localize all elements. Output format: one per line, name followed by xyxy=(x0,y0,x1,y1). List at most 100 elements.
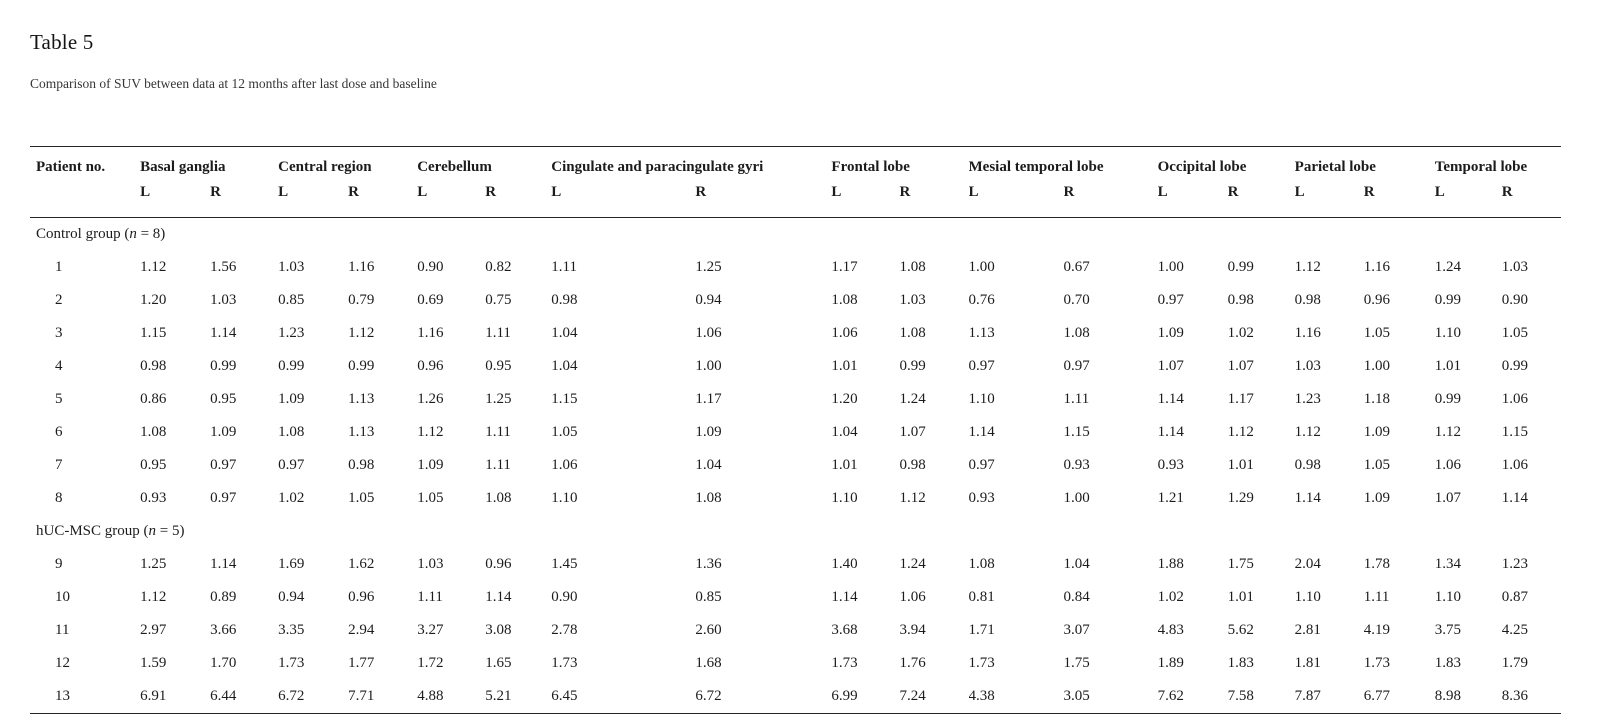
suv-value-cell: 1.11 xyxy=(485,325,511,341)
suv-value-cell: 3.68 xyxy=(831,622,858,638)
suv-value-cell: 6.45 xyxy=(551,688,578,704)
suv-value-cell: 1.10 xyxy=(1434,589,1461,605)
suv-value-cell: 1.21 xyxy=(1157,490,1184,506)
side-subheader: R xyxy=(210,184,221,200)
suv-value-cell: 0.99 xyxy=(210,358,237,374)
suv-value-cell: 1.12 xyxy=(1294,424,1321,440)
suv-value-cell: 1.40 xyxy=(831,556,858,572)
suv-value-cell: 5.21 xyxy=(485,688,512,704)
suv-value-cell: 1.04 xyxy=(695,457,722,473)
patient-number-cell: 10 xyxy=(55,589,70,605)
suv-value-cell: 1.18 xyxy=(1363,391,1390,407)
suv-value-cell: 1.08 xyxy=(899,325,926,341)
suv-value-cell: 0.97 xyxy=(968,457,995,473)
suv-value-cell: 1.06 xyxy=(1434,457,1461,473)
suv-value-cell: 1.73 xyxy=(551,655,578,671)
suv-value-cell: 1.10 xyxy=(1294,589,1321,605)
suv-value-cell: 1.09 xyxy=(210,424,237,440)
suv-value-cell: 1.01 xyxy=(831,457,858,473)
group-label-prefix: Control group ( xyxy=(36,226,130,242)
suv-value-cell: 0.98 xyxy=(1294,292,1321,308)
suv-value-cell: 1.12 xyxy=(1294,259,1321,275)
suv-value-cell: 3.35 xyxy=(278,622,305,638)
suv-value-cell: 2.81 xyxy=(1294,622,1321,638)
suv-value-cell: 1.89 xyxy=(1157,655,1184,671)
suv-value-cell: 1.09 xyxy=(278,391,305,407)
suv-value-cell: 1.07 xyxy=(899,424,926,440)
suv-value-cell: 1.05 xyxy=(348,490,375,506)
suv-value-cell: 2.97 xyxy=(140,622,167,638)
patient-row: 4 0.98 0.99 0.99 0.99 0.96 0.95 1.04 1.00 1.01 0.9… xyxy=(30,350,1561,383)
suv-value-cell: 1.15 xyxy=(140,325,167,341)
suv-value-cell: 1.01 xyxy=(831,358,858,374)
suv-value-cell: 1.07 xyxy=(1434,490,1461,506)
suv-value-cell: 1.01 xyxy=(1227,457,1254,473)
suv-value-cell: 1.69 xyxy=(278,556,305,572)
header-row-regions: Patient no. Basal ganglia Central region Ce… xyxy=(30,147,1561,181)
suv-value-cell: 1.24 xyxy=(899,391,926,407)
suv-value-cell: 1.29 xyxy=(1227,490,1254,506)
suv-value-cell: 1.02 xyxy=(278,490,305,506)
suv-value-cell: 0.96 xyxy=(1363,292,1390,308)
suv-value-cell: 1.11 xyxy=(551,259,577,275)
patient-number-cell: 4 xyxy=(55,358,63,374)
suv-value-cell: 1.08 xyxy=(695,490,722,506)
suv-value-cell: 1.56 xyxy=(210,259,237,275)
suv-value-cell: 1.14 xyxy=(1157,391,1184,407)
suv-value-cell: 1.14 xyxy=(831,589,858,605)
suv-value-cell: 1.16 xyxy=(417,325,444,341)
suv-value-cell: 7.87 xyxy=(1294,688,1321,704)
suv-value-cell: 1.13 xyxy=(968,325,995,341)
suv-value-cell: 1.12 xyxy=(417,424,444,440)
suv-value-cell: 1.23 xyxy=(1294,391,1321,407)
suv-value-cell: 2.78 xyxy=(551,622,578,638)
suv-value-cell: 1.36 xyxy=(695,556,722,572)
suv-value-cell: 1.06 xyxy=(551,457,578,473)
suv-value-cell: 0.95 xyxy=(485,358,512,374)
suv-value-cell: 1.78 xyxy=(1363,556,1390,572)
suv-value-cell: 1.73 xyxy=(968,655,995,671)
suv-value-cell: 0.99 xyxy=(348,358,375,374)
suv-value-cell: 1.03 xyxy=(1294,358,1321,374)
suv-value-cell: 1.01 xyxy=(1227,589,1254,605)
suv-value-cell: 1.02 xyxy=(1157,589,1184,605)
suv-value-cell: 0.79 xyxy=(348,292,375,308)
suv-value-cell: 1.25 xyxy=(140,556,167,572)
region-group-header: Temporal lobe xyxy=(1434,159,1528,175)
side-subheader: R xyxy=(1227,184,1239,200)
patient-number-cell: 6 xyxy=(55,424,63,440)
patient-row: 1 1.12 1.56 1.03 1.16 0.90 0.82 1.11 1.25 1.17 1.0… xyxy=(30,251,1561,284)
suv-value-cell: 1.14 xyxy=(210,556,237,572)
suv-value-cell: 1.73 xyxy=(831,655,858,671)
suv-value-cell: 0.98 xyxy=(140,358,167,374)
group-label: hUC-MSC group (n = 5) xyxy=(30,515,1561,548)
suv-value-cell: 0.98 xyxy=(1227,292,1254,308)
suv-value-cell: 1.10 xyxy=(551,490,578,506)
suv-value-cell: 1.06 xyxy=(695,325,722,341)
suv-value-cell: 0.97 xyxy=(210,457,237,473)
suv-value-cell: 1.00 xyxy=(1063,490,1090,506)
suv-value-cell: 0.99 xyxy=(1501,358,1529,374)
suv-value-cell: 1.72 xyxy=(417,655,444,671)
suv-value-cell: 0.90 xyxy=(1501,292,1529,308)
suv-value-cell: 2.60 xyxy=(695,622,722,638)
suv-value-cell: 0.94 xyxy=(278,589,305,605)
suv-value-cell: 1.15 xyxy=(1063,424,1090,440)
suv-value-cell: 0.87 xyxy=(1501,589,1529,605)
suv-value-cell: 0.99 xyxy=(1434,292,1461,308)
suv-value-cell: 1.09 xyxy=(1157,325,1184,341)
side-subheader: R xyxy=(1501,184,1513,200)
suv-value-cell: 1.10 xyxy=(1434,325,1461,341)
suv-value-cell: 1.14 xyxy=(968,424,995,440)
side-subheader: L xyxy=(278,184,289,200)
n-symbol: n xyxy=(129,226,137,242)
suv-value-cell: 1.03 xyxy=(899,292,926,308)
suv-value-cell: 1.03 xyxy=(210,292,237,308)
side-subheader: L xyxy=(1294,184,1305,200)
suv-value-cell: 1.09 xyxy=(417,457,444,473)
patient-number-cell: 3 xyxy=(55,325,63,341)
patient-number-cell: 13 xyxy=(55,688,70,704)
suv-value-cell: 0.96 xyxy=(417,358,444,374)
suv-value-cell: 1.16 xyxy=(1363,259,1390,275)
